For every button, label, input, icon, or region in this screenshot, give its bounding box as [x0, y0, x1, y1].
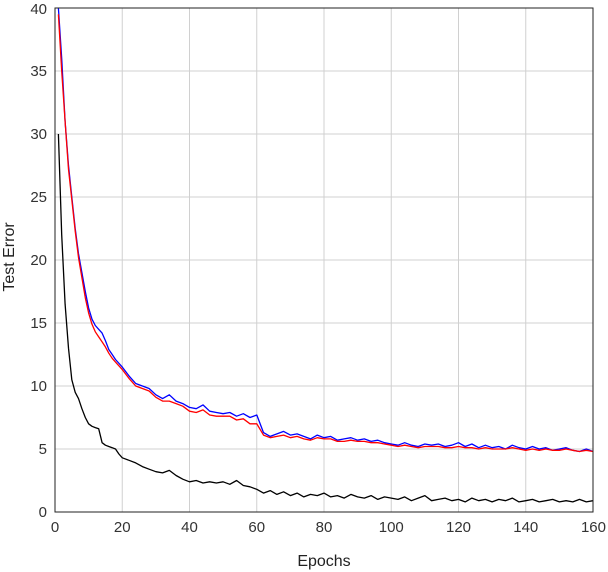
x-axis-ticks: 0 20 40 60 80 100 120 140 160 — [51, 519, 606, 536]
y-tick-label: 40 — [30, 1, 47, 18]
y-tick-label: 15 — [30, 315, 47, 332]
y-axis-ticks: 0 5 10 15 20 25 30 35 40 — [30, 1, 47, 521]
x-tick-label: 80 — [316, 519, 333, 536]
series-layer — [57, 7, 594, 503]
x-axis-label: Epochs — [297, 553, 350, 570]
y-tick-label: 30 — [30, 126, 47, 143]
x-tick-label: 120 — [446, 519, 471, 536]
x-tick-label: 100 — [379, 519, 404, 536]
series-line-3 — [57, 133, 594, 503]
y-tick-label: 20 — [30, 252, 47, 269]
y-axis-label: Test Error — [1, 222, 18, 292]
y-tick-label: 10 — [30, 378, 47, 395]
y-tick-label: 0 — [39, 504, 47, 521]
x-tick-label: 40 — [181, 519, 198, 536]
x-tick-label: 0 — [51, 519, 59, 536]
x-tick-label: 160 — [581, 519, 606, 536]
series-line-2 — [57, 14, 594, 453]
x-tick-label: 20 — [114, 519, 131, 536]
y-tick-label: 35 — [30, 63, 47, 80]
series-line-1 — [57, 7, 594, 453]
x-tick-label: 60 — [248, 519, 265, 536]
plot-frame — [54, 7, 594, 513]
x-tick-label: 140 — [513, 519, 538, 536]
y-tick-label: 25 — [30, 189, 47, 206]
y-tick-label: 5 — [39, 441, 47, 458]
